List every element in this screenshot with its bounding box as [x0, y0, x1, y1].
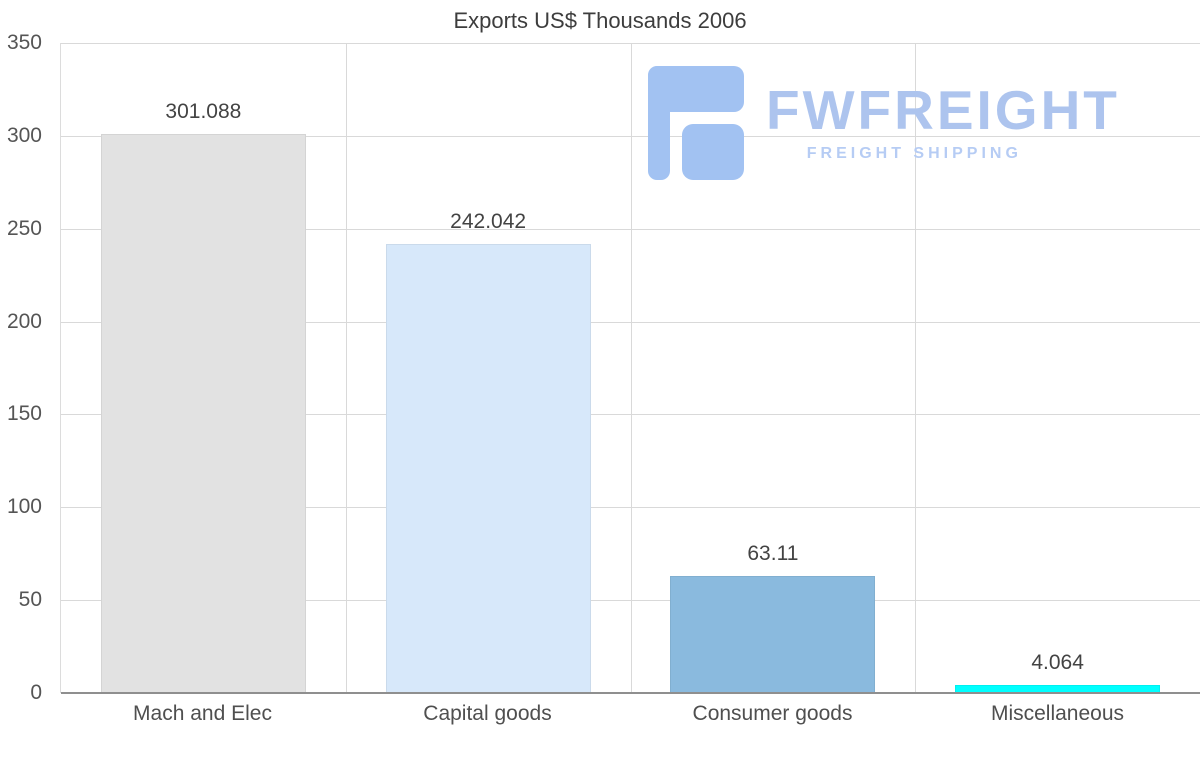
bar-column: 301.088 — [61, 43, 346, 693]
bar-column: 242.042 — [346, 43, 631, 693]
watermark-brand: FWFREIGHT — [766, 79, 1120, 141]
y-axis: 0 50 100 150 200 250 300 350 — [0, 31, 48, 704]
bar-value-label: 301.088 — [165, 99, 242, 123]
bar-value-label: 4.064 — [1031, 651, 1084, 675]
bar — [670, 575, 876, 693]
bar-column: 63.11 — [631, 43, 916, 693]
watermark-logo: FWFREIGHT FREIGHT SHIPPING — [648, 66, 1120, 180]
bar-column: 4.064 — [915, 43, 1200, 693]
y-tick-label: 300 — [6, 123, 42, 147]
category-label: Mach and Elec — [133, 702, 272, 725]
y-tick-label: 100 — [6, 495, 42, 519]
x-axis-line — [61, 692, 1200, 694]
y-tick-label: 250 — [6, 216, 42, 240]
chart-title: Exports US$ Thousands 2006 — [453, 8, 747, 33]
bar — [385, 243, 591, 693]
watermark-tagline: FREIGHT SHIPPING — [806, 145, 1022, 162]
y-tick-label: 150 — [6, 402, 42, 426]
v-gridline — [915, 43, 917, 693]
category-label: Consumer goods — [692, 702, 853, 725]
v-gridline — [630, 43, 632, 693]
y-tick-label: 200 — [6, 309, 42, 333]
freight-logo-icon — [648, 66, 744, 180]
bar-value-label: 242.042 — [450, 209, 527, 233]
watermark-text: FWFREIGHT FREIGHT SHIPPING — [766, 83, 1120, 163]
y-tick-label: 350 — [6, 31, 42, 54]
x-axis: Mach and Elec Capital goods Consumer goods… — [60, 702, 1200, 726]
plot-area: 301.088 242.042 63.11 4.064 — [60, 43, 1200, 694]
category-label: Miscellaneous — [990, 702, 1125, 725]
v-gridline — [345, 43, 347, 693]
y-tick-label: 0 — [30, 681, 42, 704]
y-tick-label: 50 — [18, 588, 42, 612]
bar-value-label: 63.11 — [747, 541, 799, 565]
bar — [100, 133, 306, 693]
category-label: Capital goods — [423, 702, 552, 725]
bar — [955, 685, 1161, 693]
